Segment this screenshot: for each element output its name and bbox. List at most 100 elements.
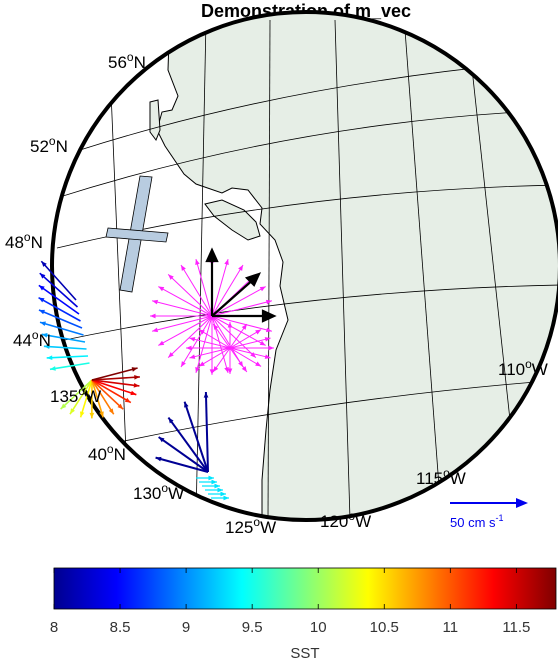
- colorbar-ticks: 8 8.5 9 9.5 10 10.5 11 11.5: [50, 568, 530, 636]
- sst-vector-head: [50, 366, 56, 371]
- lon-label-130: 130oW: [133, 481, 184, 503]
- fan-vector-small-head: [227, 322, 233, 328]
- colorbar-tick-label: 9: [182, 619, 190, 636]
- fan-vector-head: [224, 259, 229, 266]
- sst-vector: [39, 272, 79, 308]
- fan-vector-small-head: [255, 361, 262, 367]
- sst-vector-head: [131, 367, 138, 372]
- sst-vector: [60, 379, 93, 410]
- fan-vector: [180, 264, 213, 317]
- sst-vector-head: [41, 261, 47, 267]
- fan-vector: [211, 286, 266, 317]
- sst-vector-short-head: [220, 491, 226, 497]
- fan-vector-small: [189, 337, 231, 349]
- sst-vector-head: [38, 309, 45, 315]
- sst-vector-head: [134, 374, 140, 380]
- fan-vector-small-head: [264, 354, 271, 359]
- fan-vector-small-head: [198, 329, 205, 335]
- sst-vector-head: [60, 403, 67, 410]
- fan-vector-small-head: [227, 368, 233, 374]
- sst-vector-head: [168, 417, 174, 424]
- sst-vector: [167, 416, 209, 473]
- fan-vector: [158, 286, 213, 317]
- sst-vector-head: [130, 390, 137, 396]
- lon-label-110: 110oW: [498, 357, 548, 379]
- fan-vector: [211, 315, 273, 332]
- fan-vector-small-head: [186, 345, 192, 351]
- sst-vector: [183, 401, 209, 473]
- fan-vector-small-head: [189, 337, 196, 342]
- colorbar-tick-label: 8: [50, 619, 58, 636]
- sst-vector: [79, 379, 93, 418]
- sst-vector: [46, 355, 89, 359]
- fan-vector-head: [168, 352, 174, 358]
- colorbar-gradient: [53, 567, 557, 610]
- fan-vector-head: [265, 327, 272, 333]
- fan-vector: [151, 315, 213, 332]
- lon-label-115: 115oW: [416, 466, 466, 488]
- sst-vector-short-head: [223, 495, 229, 501]
- fan-vector-small-head: [213, 323, 219, 330]
- fan-vector-head: [224, 366, 229, 373]
- fan-vector-head: [259, 286, 266, 292]
- sst-vector-head: [46, 355, 53, 361]
- sst-vector-head: [89, 412, 95, 419]
- sst-vector-short-head: [214, 483, 220, 489]
- magenta-vector-fan: [150, 257, 274, 375]
- lon-label-125: 125oW: [225, 515, 276, 537]
- fan-vector: [195, 258, 213, 317]
- fan-vector-small: [229, 347, 271, 359]
- colorbar: 8 8.5 9 9.5 10 10.5 11 11.5 SST: [50, 567, 557, 662]
- fan-vector-head: [265, 299, 272, 305]
- sst-vector-head: [158, 437, 165, 443]
- fan-vector: [158, 315, 213, 346]
- sst-vector: [158, 436, 209, 473]
- sst-colored-vectors: [38, 260, 229, 501]
- fan-vector-small-head: [241, 323, 247, 330]
- colorbar-label: SST: [290, 645, 319, 662]
- fan-vector-head: [181, 264, 186, 271]
- sst-vector-head: [155, 456, 162, 462]
- fan-vector-head: [181, 361, 186, 368]
- sst-vector-head: [79, 411, 85, 418]
- sst-vector-head: [133, 382, 140, 388]
- sst-vector: [49, 362, 90, 371]
- sst-vector-short-head: [211, 479, 217, 485]
- fan-vector-small: [198, 347, 231, 367]
- fan-vector-head: [168, 274, 174, 280]
- sst-vector: [91, 379, 140, 387]
- fan-vector-head: [209, 369, 215, 375]
- sst-vector-short-head: [208, 475, 214, 481]
- sst-vector: [69, 379, 93, 415]
- sst-vector-head: [99, 411, 104, 418]
- reference-vector-arrowhead: [516, 498, 528, 508]
- fan-vector: [151, 300, 213, 317]
- lat-label-52: 52oN: [30, 134, 68, 156]
- sst-vector: [40, 260, 77, 301]
- fan-vector: [211, 258, 229, 317]
- sst-vector-head: [38, 285, 45, 291]
- sst-vector-head: [203, 392, 209, 398]
- fan-vector: [211, 315, 266, 346]
- globe: [50, 10, 558, 522]
- colorbar-tick-label: 9.5: [242, 619, 263, 636]
- lon-label-135: 135oW: [50, 384, 101, 406]
- fan-vector: [211, 315, 257, 359]
- land-haida-gwaii: [149, 99, 161, 142]
- reference-vector-label: 50 cm s-1: [450, 513, 504, 530]
- sst-vector-head: [184, 401, 189, 408]
- fan-vector-head: [158, 340, 165, 346]
- sst-vector: [39, 321, 84, 336]
- reference-vector-legend: 50 cm s-1: [450, 498, 528, 530]
- black-vectors: [205, 247, 277, 323]
- fan-vector-small: [189, 347, 231, 359]
- sst-vector-head: [124, 397, 131, 403]
- colorbar-tick-label: 11: [443, 619, 459, 636]
- sst-vector: [91, 379, 124, 410]
- fan-vector-small: [198, 329, 231, 349]
- sst-vector: [91, 379, 137, 396]
- sst-vector: [155, 456, 209, 473]
- sst-vector: [91, 379, 115, 415]
- sst-vector-head: [70, 408, 75, 415]
